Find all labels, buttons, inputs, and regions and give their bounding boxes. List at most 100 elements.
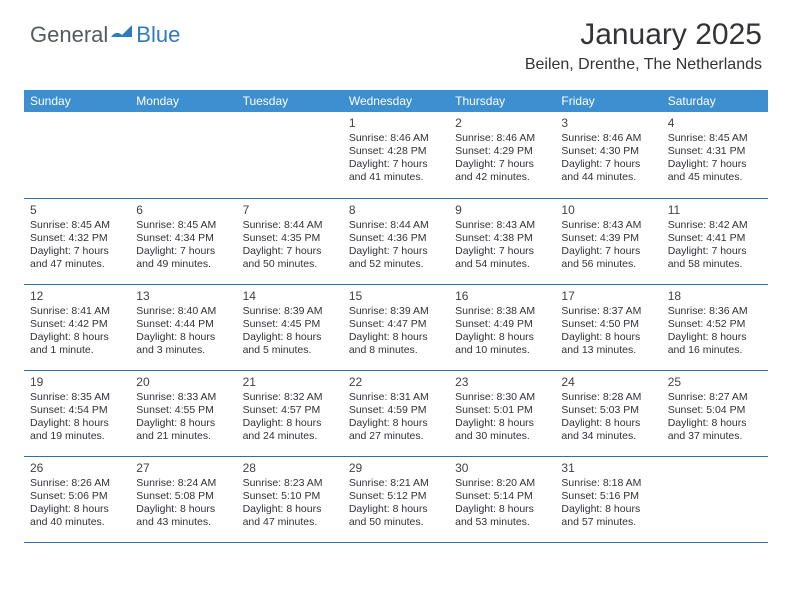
sunrise-line: Sunrise: 8:45 AM — [136, 219, 230, 232]
calendar-cell: 18Sunrise: 8:36 AMSunset: 4:52 PMDayligh… — [662, 284, 768, 370]
sunrise-line: Sunrise: 8:32 AM — [243, 391, 337, 404]
daylight-line: Daylight: 7 hours and 49 minutes. — [136, 245, 230, 271]
sunset-line: Sunset: 4:55 PM — [136, 404, 230, 417]
day-number: 19 — [30, 375, 124, 389]
day-info: Sunrise: 8:26 AMSunset: 5:06 PMDaylight:… — [30, 477, 124, 530]
sunset-line: Sunset: 4:32 PM — [30, 232, 124, 245]
calendar-table: Sunday Monday Tuesday Wednesday Thursday… — [24, 90, 768, 543]
day-number: 20 — [136, 375, 230, 389]
dayhead-sat: Saturday — [662, 90, 768, 112]
calendar-row: 12Sunrise: 8:41 AMSunset: 4:42 PMDayligh… — [24, 284, 768, 370]
sunset-line: Sunset: 4:49 PM — [455, 318, 549, 331]
sunset-line: Sunset: 4:35 PM — [243, 232, 337, 245]
sunset-line: Sunset: 4:44 PM — [136, 318, 230, 331]
calendar-cell: 19Sunrise: 8:35 AMSunset: 4:54 PMDayligh… — [24, 370, 130, 456]
calendar-cell: 28Sunrise: 8:23 AMSunset: 5:10 PMDayligh… — [237, 456, 343, 542]
sunset-line: Sunset: 5:16 PM — [561, 490, 655, 503]
day-info: Sunrise: 8:46 AMSunset: 4:28 PMDaylight:… — [349, 132, 443, 185]
calendar-cell: 15Sunrise: 8:39 AMSunset: 4:47 PMDayligh… — [343, 284, 449, 370]
day-number: 31 — [561, 461, 655, 475]
daylight-line: Daylight: 8 hours and 1 minute. — [30, 331, 124, 357]
sunrise-line: Sunrise: 8:38 AM — [455, 305, 549, 318]
day-info: Sunrise: 8:32 AMSunset: 4:57 PMDaylight:… — [243, 391, 337, 444]
sunrise-line: Sunrise: 8:24 AM — [136, 477, 230, 490]
daylight-line: Daylight: 8 hours and 37 minutes. — [668, 417, 762, 443]
daylight-line: Daylight: 7 hours and 54 minutes. — [455, 245, 549, 271]
sunset-line: Sunset: 4:28 PM — [349, 145, 443, 158]
sunset-line: Sunset: 5:06 PM — [30, 490, 124, 503]
day-number: 13 — [136, 289, 230, 303]
sunset-line: Sunset: 4:59 PM — [349, 404, 443, 417]
sunrise-line: Sunrise: 8:35 AM — [30, 391, 124, 404]
calendar-row: 19 Sunrise: 8:35 AMSunset: 4:54 PM Dayligh… — [24, 370, 768, 456]
sunset-line: Sunset: 5:10 PM — [243, 490, 337, 503]
sunset-line: Sunset: 4:31 PM — [668, 145, 762, 158]
daylight-line: Daylight: 8 hours and 57 minutes. — [561, 503, 655, 529]
day-number: 22 — [349, 375, 443, 389]
day-info: Sunrise: 8:44 AMSunset: 4:36 PMDaylight:… — [349, 219, 443, 272]
sunrise-line: Sunrise: 8:45 AM — [30, 219, 124, 232]
calendar-cell: 27Sunrise: 8:24 AMSunset: 5:08 PMDayligh… — [130, 456, 236, 542]
daylight-line: Daylight: 8 hours and 21 minutes. — [136, 417, 230, 443]
daylight-line: Daylight: 8 hours and 53 minutes. — [455, 503, 549, 529]
day-info: Sunrise: 8:45 AMSunset: 4:32 PMDaylight:… — [30, 219, 124, 272]
day-number: 16 — [455, 289, 549, 303]
sunrise-line: Sunrise: 8:46 AM — [455, 132, 549, 145]
sunrise-line: Sunrise: 8:41 AM — [30, 305, 124, 318]
day-info: Sunrise: 8:45 AMSunset: 4:31 PMDaylight:… — [668, 132, 762, 185]
day-info: Sunrise: 8:43 AMSunset: 4:38 PMDaylight:… — [455, 219, 549, 272]
sunrise-line: Sunrise: 8:30 AM — [455, 391, 549, 404]
daylight-line: Daylight: 8 hours and 5 minutes. — [243, 331, 337, 357]
day-number: 6 — [136, 203, 230, 217]
calendar-cell: 23Sunrise: 8:30 AMSunset: 5:01 PMDayligh… — [449, 370, 555, 456]
sunrise-line: Sunrise: 8:20 AM — [455, 477, 549, 490]
daylight-line: Daylight: 8 hours and 43 minutes. — [136, 503, 230, 529]
sunset-line: Sunset: 5:14 PM — [455, 490, 549, 503]
calendar-cell — [24, 112, 130, 198]
day-info: Sunrise: 8:27 AMSunset: 5:04 PMDaylight:… — [668, 391, 762, 444]
day-info: Sunrise: 8:45 AMSunset: 4:34 PMDaylight:… — [136, 219, 230, 272]
sunset-line: Sunset: 4:34 PM — [136, 232, 230, 245]
calendar-cell: 24Sunrise: 8:28 AMSunset: 5:03 PMDayligh… — [555, 370, 661, 456]
day-number: 26 — [30, 461, 124, 475]
sunset-line: Sunset: 4:54 PM — [30, 404, 124, 417]
day-number: 28 — [243, 461, 337, 475]
daylight-line: Daylight: 7 hours and 52 minutes. — [349, 245, 443, 271]
daylight-line: Daylight: 7 hours and 47 minutes. — [30, 245, 124, 271]
calendar-cell: 12Sunrise: 8:41 AMSunset: 4:42 PMDayligh… — [24, 284, 130, 370]
sunrise-line: Sunrise: 8:45 AM — [668, 132, 762, 145]
dayhead-tue: Tuesday — [237, 90, 343, 112]
sunrise-line: Sunrise: 8:39 AM — [349, 305, 443, 318]
daylight-line: Daylight: 8 hours and 24 minutes. — [243, 417, 337, 443]
daylight-line: Daylight: 7 hours and 58 minutes. — [668, 245, 762, 271]
day-number: 3 — [561, 116, 655, 130]
sunset-line: Sunset: 4:57 PM — [243, 404, 337, 417]
page-header: General Blue January 2025 Beilen, Drenth… — [0, 0, 792, 82]
day-number: 21 — [243, 375, 337, 389]
day-info: Sunrise: 8:28 AMSunset: 5:03 PMDaylight:… — [561, 391, 655, 444]
calendar-cell — [130, 112, 236, 198]
sunset-line: Sunset: 4:39 PM — [561, 232, 655, 245]
sunrise-line: Sunrise: 8:33 AM — [136, 391, 230, 404]
day-number: 25 — [668, 375, 762, 389]
daylight-line: Daylight: 8 hours and 8 minutes. — [349, 331, 443, 357]
sunrise-line: Sunrise: 8:44 AM — [349, 219, 443, 232]
day-info: Sunrise: 8:39 AMSunset: 4:47 PMDaylight:… — [349, 305, 443, 358]
calendar-cell: 8Sunrise: 8:44 AMSunset: 4:36 PMDaylight… — [343, 198, 449, 284]
calendar-cell: 25 Sunrise: 8:27 AMSunset: 5:04 PMDayligh… — [662, 370, 768, 456]
daylight-line: Daylight: 8 hours and 27 minutes. — [349, 417, 443, 443]
sunrise-line: Sunrise: 8:37 AM — [561, 305, 655, 318]
sunset-line: Sunset: 4:29 PM — [455, 145, 549, 158]
daylight-line: Daylight: 8 hours and 34 minutes. — [561, 417, 655, 443]
sunrise-line: Sunrise: 8:18 AM — [561, 477, 655, 490]
brand-general: General — [30, 22, 108, 48]
sunset-line: Sunset: 4:42 PM — [30, 318, 124, 331]
sunset-line: Sunset: 4:50 PM — [561, 318, 655, 331]
day-number: 18 — [668, 289, 762, 303]
calendar-cell: 13Sunrise: 8:40 AMSunset: 4:44 PMDayligh… — [130, 284, 236, 370]
calendar-cell: 21 Sunrise: 8:32 AMSunset: 4:57 PMDayligh… — [237, 370, 343, 456]
calendar-cell: 30Sunrise: 8:20 AMSunset: 5:14 PMDayligh… — [449, 456, 555, 542]
calendar-cell: 29Sunrise: 8:21 AMSunset: 5:12 PMDayligh… — [343, 456, 449, 542]
day-header-row: Sunday Monday Tuesday Wednesday Thursday… — [24, 90, 768, 112]
day-info: Sunrise: 8:33 AMSunset: 4:55 PMDaylight:… — [136, 391, 230, 444]
